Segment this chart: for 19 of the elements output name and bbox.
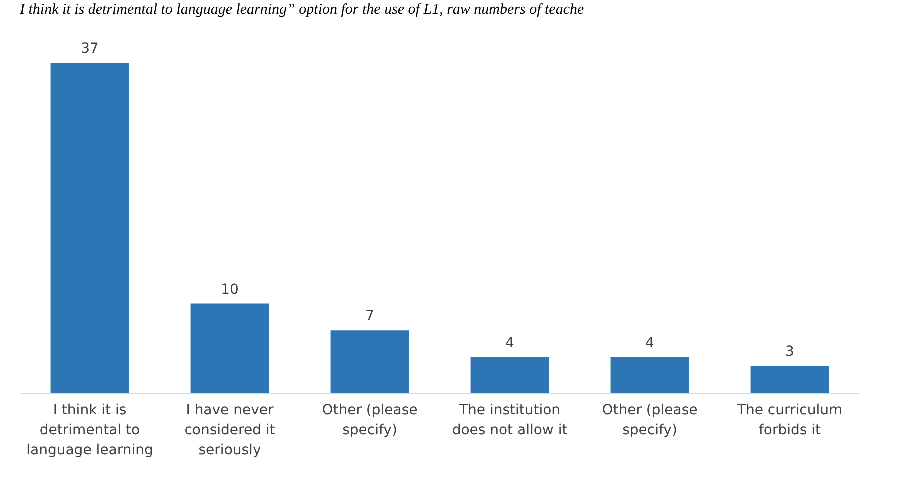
bar bbox=[610, 357, 690, 393]
bar bbox=[750, 366, 830, 393]
x-tick-label: Other (please specify) bbox=[322, 402, 418, 438]
chart-title: I think it is detrimental to language learning” option for the use of L1, raw numbers of teache bbox=[19, 2, 584, 18]
data-label: 4 bbox=[506, 335, 515, 352]
data-label: 7 bbox=[366, 308, 374, 325]
data-label: 10 bbox=[221, 282, 239, 298]
x-tick-label: I think it is detrimental to language learning bbox=[26, 402, 154, 458]
bar bbox=[50, 63, 130, 393]
bar bbox=[330, 330, 410, 393]
x-tick-label: The institution does not allow it bbox=[452, 402, 568, 438]
bar bbox=[190, 304, 270, 393]
x-tick-label: I have never considered it seriously bbox=[184, 402, 276, 458]
data-label: 4 bbox=[646, 335, 655, 352]
bar bbox=[470, 357, 550, 393]
x-tick-label: The curriculum forbids it bbox=[736, 402, 843, 438]
data-label: 37 bbox=[81, 41, 99, 57]
data-label: 3 bbox=[786, 344, 794, 360]
x-tick-label: Other (please specify) bbox=[602, 402, 698, 438]
